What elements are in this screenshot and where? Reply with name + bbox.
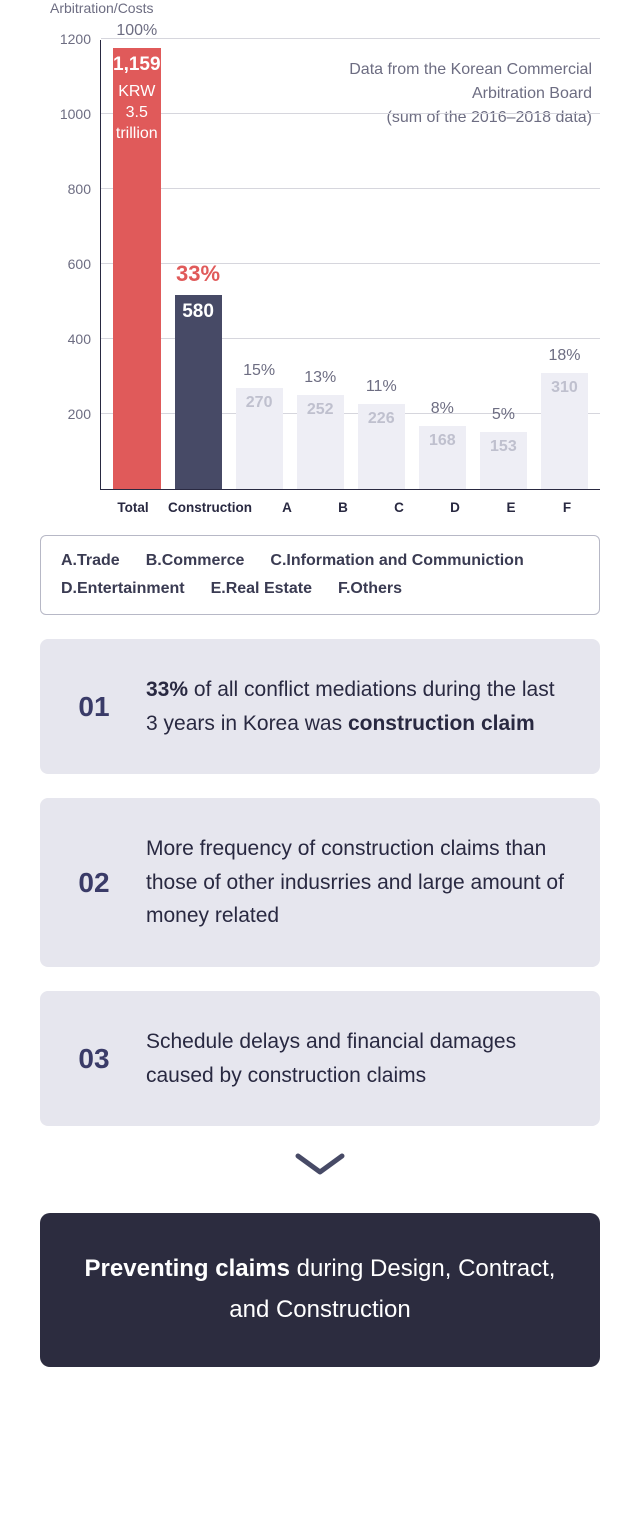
- bar-value: 580: [182, 301, 214, 323]
- bar-percent: 18%: [541, 347, 588, 365]
- bar-slot: 18%310: [541, 373, 588, 489]
- x-axis-label: C: [378, 500, 420, 515]
- bar-extra-label: KRW3.5trillion: [116, 82, 158, 144]
- bar-percent: 13%: [297, 369, 344, 387]
- ytick-label: 1000: [51, 106, 91, 122]
- legend-item: D.Entertainment: [61, 580, 185, 598]
- bar-slot: 11%226: [358, 404, 405, 489]
- bar: 8%168: [419, 426, 466, 489]
- bar: 11%226: [358, 404, 405, 489]
- bar: 18%310: [541, 373, 588, 489]
- footer-callout: Preventing claims during Design, Contrac…: [40, 1213, 600, 1367]
- bar-value: 310: [551, 379, 578, 397]
- bar-slot: 33%580: [175, 295, 222, 489]
- bar-slot: 5%153: [480, 432, 527, 489]
- card-number: 01: [70, 691, 118, 723]
- card-text: 33% of all conflict mediations during th…: [146, 673, 570, 740]
- info-card: 01 33% of all conflict mediations during …: [40, 639, 600, 774]
- ytick-label: 600: [51, 256, 91, 272]
- bar: 15%270: [236, 388, 283, 489]
- bar-slot: 13%252: [297, 395, 344, 490]
- bar-percent: 11%: [358, 378, 405, 396]
- info-card: 03 Schedule delays and financial damages …: [40, 991, 600, 1126]
- bar-value: 1,159: [113, 54, 161, 76]
- x-axis-label: Total: [112, 500, 154, 515]
- bar-value: 153: [490, 438, 517, 456]
- gridline: [101, 38, 600, 39]
- ytick-label: 800: [51, 181, 91, 197]
- bar-slot: 100%1,159KRW3.5trillion: [113, 48, 161, 489]
- bar: 13%252: [297, 395, 344, 490]
- card-text: More frequency of construction claims th…: [146, 832, 570, 933]
- x-axis-label: B: [322, 500, 364, 515]
- info-card: 02 More frequency of construction claims …: [40, 798, 600, 967]
- bar-percent: 33%: [175, 261, 222, 287]
- chevron-down-icon: [40, 1150, 600, 1185]
- bar-percent: 5%: [480, 406, 527, 424]
- x-axis-label: F: [546, 500, 588, 515]
- ytick-label: 200: [51, 406, 91, 422]
- x-axis-label: D: [434, 500, 476, 515]
- bar-slot: 8%168: [419, 426, 466, 489]
- bar-percent: 100%: [113, 22, 161, 40]
- y-axis-label: Arbitration/Costs: [50, 0, 153, 16]
- card-text: Schedule delays and financial damages ca…: [146, 1025, 570, 1092]
- bar: 33%580: [175, 295, 222, 489]
- bar-slot: 15%270: [236, 388, 283, 489]
- card-number: 02: [70, 867, 118, 899]
- bar-percent: 8%: [419, 400, 466, 418]
- chart-plot-area: Data from the Korean Commercial Arbitrat…: [100, 40, 600, 490]
- bar-value: 252: [307, 401, 334, 419]
- x-axis-label: Construction: [168, 500, 252, 515]
- bar: 100%1,159KRW3.5trillion: [113, 48, 161, 489]
- legend-item: E.Real Estate: [211, 580, 312, 598]
- footer-text: Preventing claims during Design, Contrac…: [85, 1255, 556, 1323]
- ytick-label: 1200: [51, 31, 91, 47]
- bar-value: 168: [429, 432, 456, 450]
- legend-item: A.Trade: [61, 552, 120, 570]
- x-axis-label: E: [490, 500, 532, 515]
- legend-item: B.Commerce: [146, 552, 245, 570]
- bar-chart: Arbitration/Costs Data from the Korean C…: [40, 0, 600, 615]
- legend-item: C.Information and Communiction: [270, 552, 523, 570]
- x-axis-label: A: [266, 500, 308, 515]
- bar-value: 226: [368, 410, 395, 428]
- chart-legend: A.Trade B.Commerce C.Information and Commu…: [40, 535, 600, 615]
- card-number: 03: [70, 1043, 118, 1075]
- ytick-label: 400: [51, 331, 91, 347]
- bar-percent: 15%: [236, 362, 283, 380]
- legend-item: F.Others: [338, 580, 402, 598]
- bar-value: 270: [246, 394, 273, 412]
- bar: 5%153: [480, 432, 527, 489]
